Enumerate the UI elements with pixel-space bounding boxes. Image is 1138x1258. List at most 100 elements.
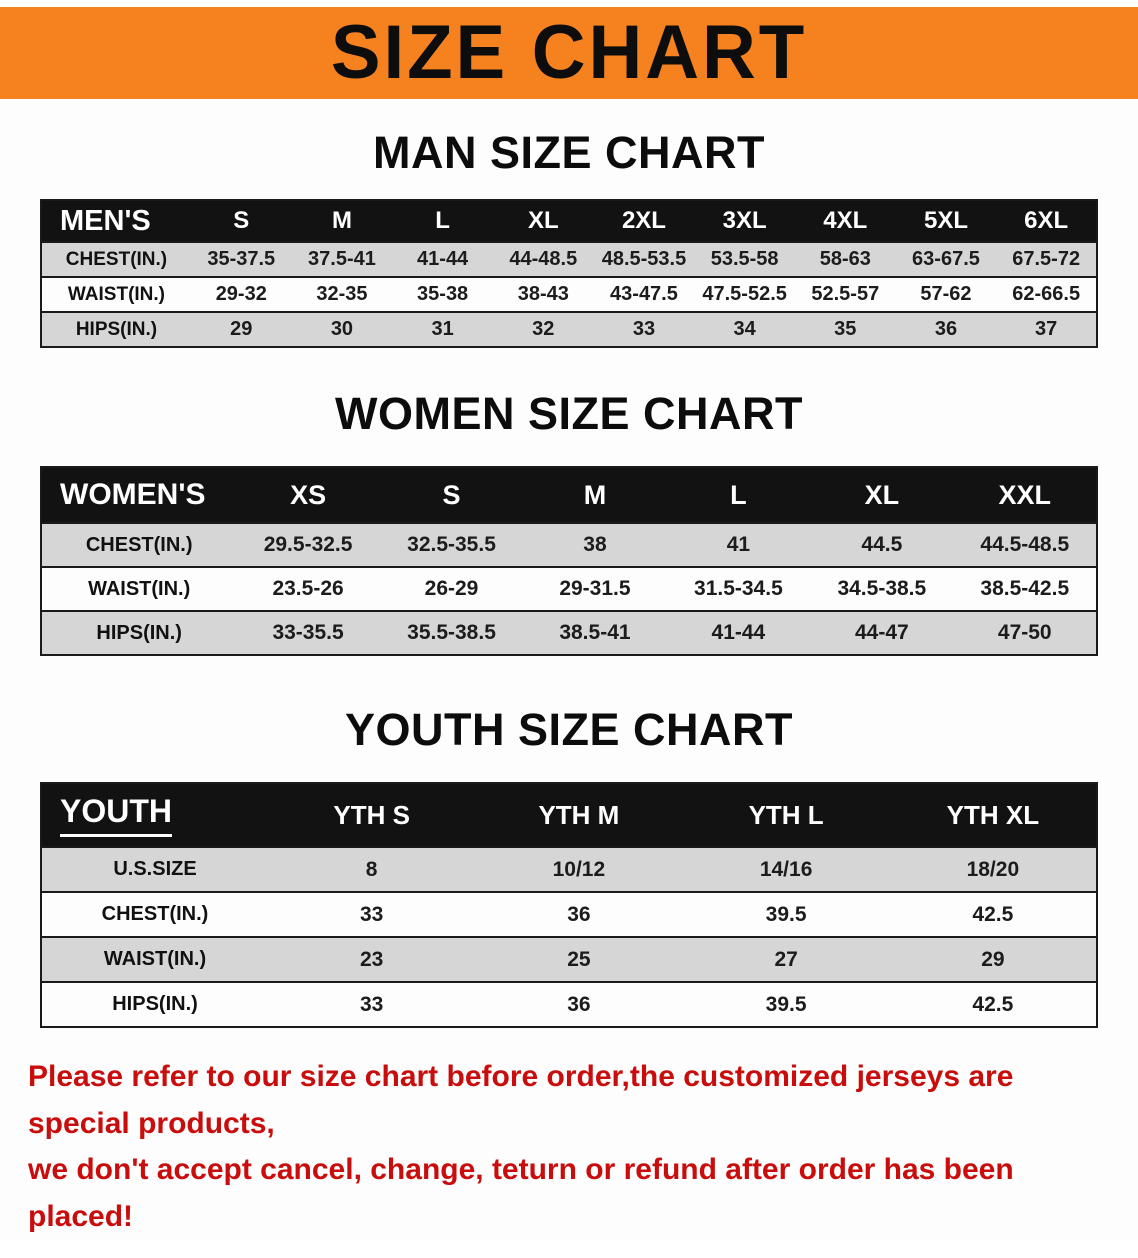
- size-value-cell: 37.5-41: [291, 241, 393, 277]
- size-value-cell: 29-32: [190, 276, 292, 312]
- size-value-cell: 37: [996, 311, 1097, 347]
- table-row: CHEST(IN.) 33 36 39.5 42.5: [41, 891, 1097, 937]
- row-label-cell: WAIST(IN.): [41, 276, 191, 312]
- size-header-cell: L: [392, 200, 493, 242]
- table-row: U.S.SIZE 8 10/12 14/16 18/20: [41, 846, 1097, 892]
- size-header-cell: 5XL: [895, 200, 997, 242]
- size-value-cell: 29: [190, 311, 292, 347]
- size-value-cell: 38: [523, 522, 667, 567]
- size-value-cell: 41-44: [392, 241, 493, 277]
- women-section: WOMEN SIZE CHART WOMEN'S XS S M L XL XXL…: [0, 388, 1138, 656]
- size-value-cell: 41: [666, 522, 811, 567]
- size-header-cell: S: [190, 200, 292, 242]
- size-header-cell: 3XL: [694, 200, 795, 242]
- size-value-cell: 32.5-35.5: [379, 522, 524, 567]
- size-value-cell: 44-47: [810, 610, 954, 655]
- size-header-cell: 2XL: [593, 200, 695, 242]
- footer-line-1: Please refer to our size chart before or…: [28, 1060, 1014, 1140]
- size-value-cell: 10/12: [475, 846, 683, 892]
- women-header-row: WOMEN'S XS S M L XL XXL: [41, 467, 1097, 523]
- size-value-cell: 36: [475, 891, 683, 937]
- row-label-cell: HIPS(IN.): [41, 610, 237, 655]
- size-value-cell: 33: [268, 981, 476, 1027]
- size-value-cell: 48.5-53.5: [593, 241, 695, 277]
- men-size-table: MEN'S S M L XL 2XL 3XL 4XL 5XL 6XL CHEST…: [40, 199, 1098, 348]
- size-value-cell: 35-38: [392, 276, 493, 312]
- size-value-cell: 27: [682, 936, 890, 982]
- size-header-cell: L: [666, 467, 811, 523]
- size-value-cell: 26-29: [379, 566, 524, 611]
- size-header-cell: XL: [492, 200, 594, 242]
- size-value-cell: 47-50: [953, 610, 1097, 655]
- size-value-cell: 29: [889, 936, 1097, 982]
- size-value-cell: 29-31.5: [523, 566, 667, 611]
- table-row: HIPS(IN.) 33-35.5 35.5-38.5 38.5-41 41-4…: [41, 610, 1097, 655]
- size-value-cell: 43-47.5: [593, 276, 695, 312]
- table-row: CHEST(IN.) 29.5-32.5 32.5-35.5 38 41 44.…: [41, 522, 1097, 567]
- size-value-cell: 62-66.5: [996, 276, 1097, 312]
- size-value-cell: 36: [475, 981, 683, 1027]
- women-section-heading: WOMEN SIZE CHART: [335, 388, 803, 439]
- youth-section-heading: YOUTH SIZE CHART: [344, 704, 793, 755]
- page-title: SIZE CHART: [330, 10, 808, 95]
- banner: SIZE CHART: [0, 7, 1138, 99]
- size-header-cell: M: [291, 200, 393, 242]
- size-value-cell: 42.5: [889, 981, 1097, 1027]
- size-header-cell: M: [523, 467, 667, 523]
- youth-group-label-text: YOUTH: [60, 793, 172, 837]
- size-value-cell: 44.5-48.5: [953, 522, 1097, 567]
- size-value-cell: 34: [694, 311, 795, 347]
- row-label-cell: WAIST(IN.): [41, 566, 237, 611]
- footer-line-2: we don't accept cancel, change, teturn o…: [28, 1153, 1014, 1233]
- row-label-cell: CHEST(IN.): [41, 891, 269, 937]
- size-value-cell: 44-48.5: [492, 241, 594, 277]
- youth-section: YOUTH SIZE CHART YOUTH YTH S YTH M YTH L…: [0, 704, 1138, 1028]
- size-value-cell: 39.5: [682, 981, 890, 1027]
- size-value-cell: 35: [794, 311, 896, 347]
- size-value-cell: 58-63: [794, 241, 896, 277]
- youth-header-row: YOUTH YTH S YTH M YTH L YTH XL: [41, 783, 1097, 847]
- size-header-cell: YTH XL: [889, 783, 1097, 847]
- size-value-cell: 39.5: [682, 891, 890, 937]
- size-value-cell: 36: [895, 311, 997, 347]
- size-value-cell: 23.5-26: [236, 566, 380, 611]
- size-header-cell: XXL: [953, 467, 1097, 523]
- size-value-cell: 41-44: [666, 610, 811, 655]
- row-label-cell: U.S.SIZE: [41, 846, 269, 892]
- size-value-cell: 33-35.5: [236, 610, 380, 655]
- size-header-cell: 6XL: [996, 200, 1097, 242]
- youth-group-label: YOUTH: [41, 783, 269, 847]
- size-value-cell: 25: [475, 936, 683, 982]
- size-header-cell: YTH M: [475, 783, 683, 847]
- size-header-cell: YTH L: [682, 783, 890, 847]
- table-row: WAIST(IN.) 23.5-26 26-29 29-31.5 31.5-34…: [41, 566, 1097, 611]
- size-value-cell: 8: [268, 846, 476, 892]
- size-header-cell: YTH S: [268, 783, 476, 847]
- size-value-cell: 57-62: [895, 276, 997, 312]
- size-value-cell: 63-67.5: [895, 241, 997, 277]
- men-section-heading: MAN SIZE CHART: [373, 127, 765, 178]
- size-value-cell: 31.5-34.5: [666, 566, 811, 611]
- size-value-cell: 32-35: [291, 276, 393, 312]
- size-value-cell: 38.5-42.5: [953, 566, 1097, 611]
- footer-note: Please refer to our size chart before or…: [28, 1054, 1118, 1240]
- row-label-cell: CHEST(IN.): [41, 522, 237, 567]
- size-value-cell: 32: [492, 311, 594, 347]
- size-value-cell: 53.5-58: [694, 241, 795, 277]
- size-chart-page: SIZE CHART MAN SIZE CHART MEN'S S M L XL…: [0, 7, 1138, 1240]
- size-value-cell: 33: [593, 311, 695, 347]
- size-value-cell: 67.5-72: [996, 241, 1097, 277]
- table-row: WAIST(IN.) 23 25 27 29: [41, 936, 1097, 982]
- size-value-cell: 38-43: [492, 276, 594, 312]
- size-value-cell: 35.5-38.5: [379, 610, 524, 655]
- size-value-cell: 18/20: [889, 846, 1097, 892]
- table-row: WAIST(IN.) 29-32 32-35 35-38 38-43 43-47…: [41, 276, 1097, 312]
- row-label-cell: WAIST(IN.): [41, 936, 269, 982]
- size-value-cell: 29.5-32.5: [236, 522, 380, 567]
- women-size-table: WOMEN'S XS S M L XL XXL CHEST(IN.) 29.5-…: [40, 466, 1098, 656]
- women-group-label: WOMEN'S: [41, 467, 237, 523]
- size-value-cell: 33: [268, 891, 476, 937]
- men-section: MAN SIZE CHART MEN'S S M L XL 2XL 3XL 4X…: [0, 127, 1138, 348]
- size-value-cell: 14/16: [682, 846, 890, 892]
- size-header-cell: 4XL: [794, 200, 896, 242]
